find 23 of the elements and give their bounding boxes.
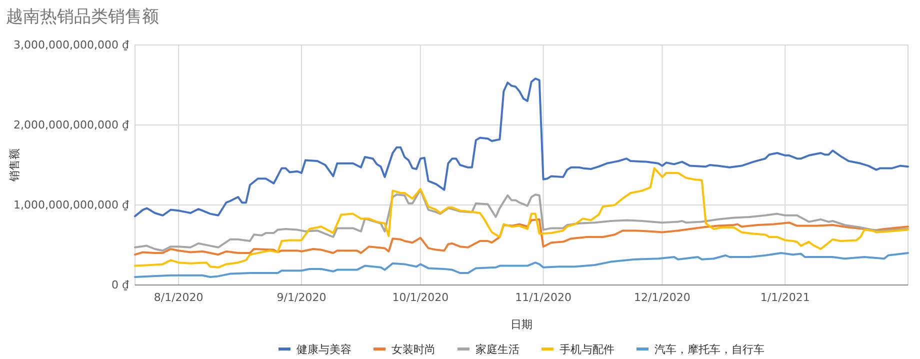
line-series (134, 218, 909, 256)
x-tick-label: 12/1/2020 (634, 290, 690, 304)
line-series (134, 78, 909, 218)
y-tick-label: 1,000,000,000,000 ₫ (14, 198, 129, 212)
y-tick-label: 2,000,000,000,000 ₫ (14, 118, 129, 132)
y-axis-title: 销售额 (8, 148, 21, 182)
x-tick-label: 8/1/2020 (154, 290, 204, 304)
x-tick-label: 11/1/2020 (515, 290, 572, 304)
legend-label: 女装时尚 (392, 343, 436, 356)
y-tick-label: 0 ₫ (112, 278, 129, 292)
legend-label: 家庭生活 (476, 343, 520, 356)
x-tick-label: 10/1/2020 (392, 290, 449, 304)
x-tick-label: 9/1/2020 (276, 290, 326, 304)
line-series (134, 167, 909, 268)
x-tick-label: 1/1/2021 (760, 290, 810, 304)
legend-label: 汽车，摩托车，自行车 (654, 343, 764, 356)
y-tick-label: 3,000,000,000,000 ₫ (14, 38, 129, 52)
line-series (134, 252, 909, 278)
chart-title: 越南热销品类销售额 (6, 7, 159, 27)
x-axis-title: 日期 (510, 318, 532, 331)
legend-label: 健康与美容 (296, 343, 352, 356)
line-series (134, 188, 909, 252)
legend-label: 手机与配件 (560, 343, 614, 356)
